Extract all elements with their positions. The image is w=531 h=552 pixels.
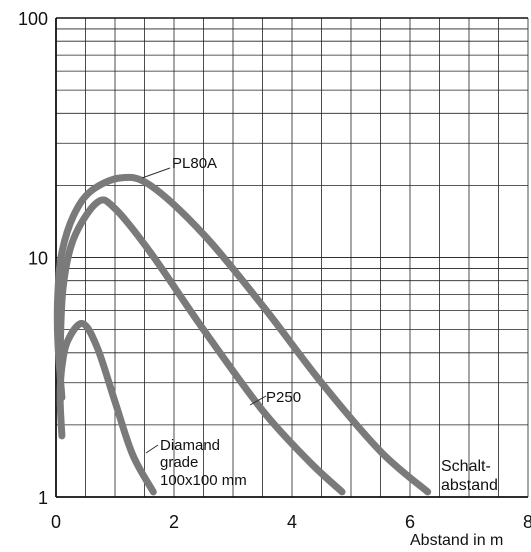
diamand-label-line2: grade [160, 454, 198, 471]
p250-label: P250 [266, 389, 301, 406]
x-tick-label: 0 [51, 512, 61, 532]
series-line-1 [56, 196, 346, 496]
x-tick-label: 4 [287, 512, 297, 532]
curves [53, 173, 432, 496]
diamand-leader [145, 444, 159, 454]
series-line-2 [56, 320, 157, 496]
schalt-label-line1: Schalt- [441, 458, 491, 475]
x-tick-label: 8 [523, 512, 531, 532]
p250-leader [249, 395, 267, 406]
y-tick-label: 100 [18, 9, 48, 29]
grid [55, 17, 529, 498]
x-tick-label: 6 [405, 512, 415, 532]
pl80a-leader [141, 167, 171, 179]
leader-lines [141, 167, 267, 454]
annotations: PL80A P250 Diamand grade 100x100 mm Scha… [160, 155, 498, 494]
tick-labels: 0 2 4 6 8 1 10 100 [18, 9, 531, 532]
y-tick-label: 1 [38, 488, 48, 508]
y-tick-label: 10 [28, 249, 48, 269]
schalt-label-line2: abstand [441, 477, 498, 494]
series-line-0 [53, 173, 432, 496]
x-tick-label: 2 [169, 512, 179, 532]
diamand-label-line3: 100x100 mm [160, 472, 247, 489]
x-axis-label: Abstand in m [410, 532, 503, 549]
pl80a-label: PL80A [172, 155, 217, 172]
diamand-label-line1: Diamand [160, 437, 220, 454]
